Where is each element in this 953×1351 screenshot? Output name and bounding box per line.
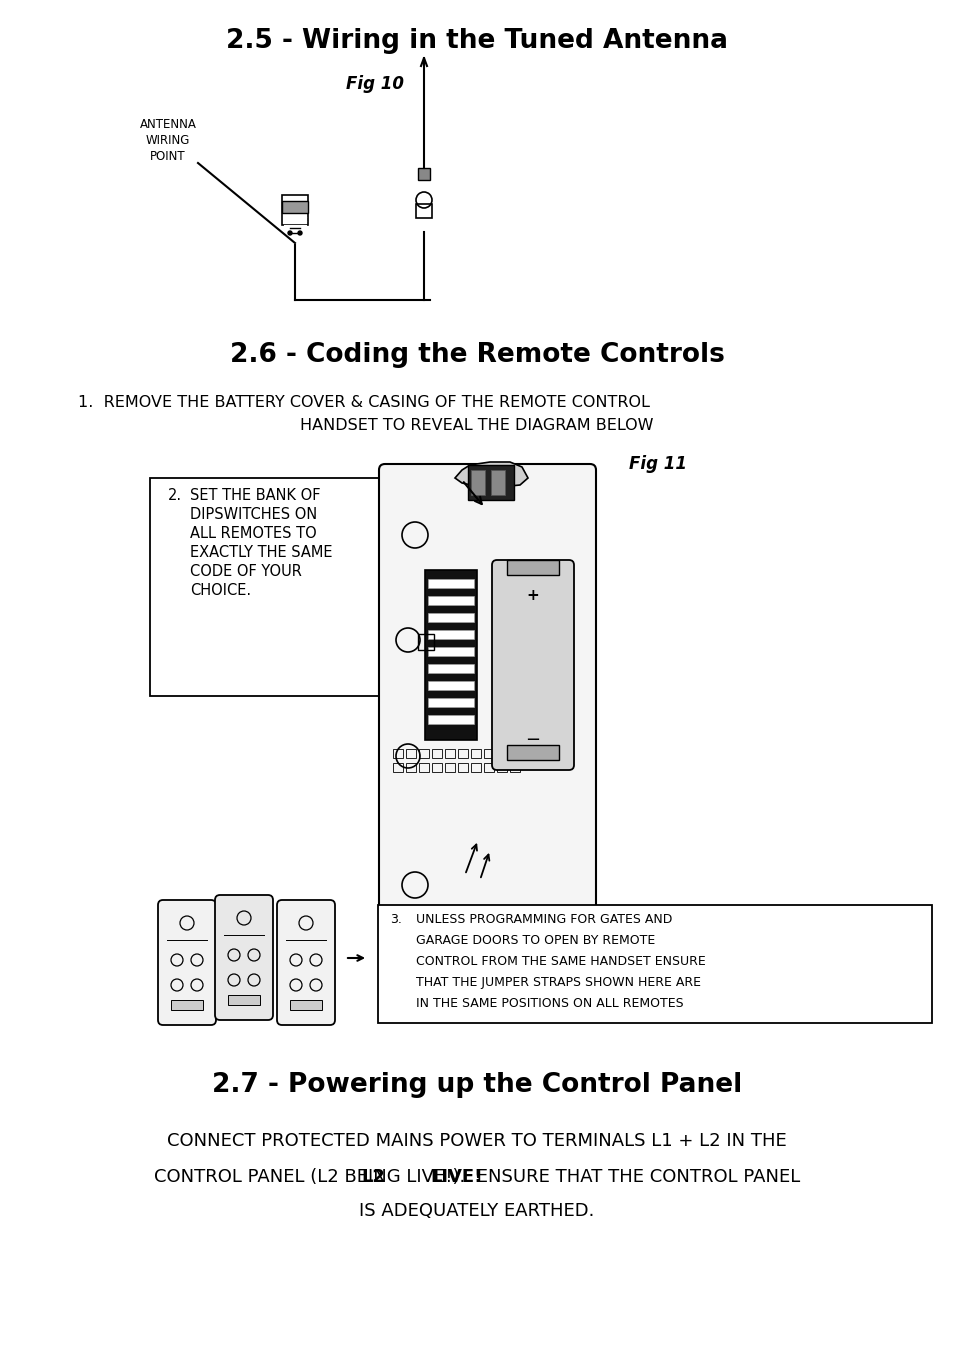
Bar	[510, 763, 519, 771]
Bar	[483, 763, 494, 771]
Bar	[506, 561, 558, 576]
Text: CODE OF YOUR: CODE OF YOUR	[190, 563, 301, 580]
Text: +: +	[526, 588, 538, 603]
Bar	[418, 763, 429, 771]
Bar	[290, 1000, 322, 1011]
Bar	[468, 465, 514, 500]
Text: UNLESS PROGRAMMING FOR GATES AND: UNLESS PROGRAMMING FOR GATES AND	[416, 913, 672, 925]
Text: L2: L2	[361, 1169, 385, 1186]
Bar	[506, 744, 558, 761]
Text: Fig 11: Fig 11	[628, 455, 686, 473]
Bar	[428, 663, 474, 673]
Bar	[228, 994, 260, 1005]
Text: 2.7 - Powering up the Control Panel: 2.7 - Powering up the Control Panel	[212, 1071, 741, 1098]
Bar	[428, 647, 474, 657]
Bar	[377, 905, 931, 1023]
Text: 2.5 - Wiring in the Tuned Antenna: 2.5 - Wiring in the Tuned Antenna	[226, 28, 727, 54]
Bar	[417, 634, 434, 650]
Text: IS ADEQUATELY EARTHED.: IS ADEQUATELY EARTHED.	[359, 1202, 594, 1220]
Bar	[432, 763, 441, 771]
FancyBboxPatch shape	[492, 561, 574, 770]
Bar	[428, 613, 474, 621]
Bar	[393, 763, 402, 771]
Bar	[483, 748, 494, 758]
Bar	[393, 748, 402, 758]
Bar	[457, 763, 468, 771]
Polygon shape	[455, 462, 527, 486]
Bar	[416, 204, 432, 218]
Text: ANTENNA: ANTENNA	[139, 118, 196, 131]
Bar	[428, 630, 474, 639]
Bar	[428, 715, 474, 724]
Bar	[424, 570, 476, 740]
Text: CONTROL FROM THE SAME HANDSET ENSURE: CONTROL FROM THE SAME HANDSET ENSURE	[416, 955, 705, 969]
Text: EXACTLY THE SAME: EXACTLY THE SAME	[190, 544, 333, 561]
Bar	[444, 748, 455, 758]
FancyBboxPatch shape	[158, 900, 215, 1025]
Text: POINT: POINT	[150, 150, 186, 163]
Bar	[510, 748, 519, 758]
Bar	[471, 748, 480, 758]
FancyBboxPatch shape	[276, 900, 335, 1025]
Text: HANDSET TO REVEAL THE DIAGRAM BELOW: HANDSET TO REVEAL THE DIAGRAM BELOW	[300, 417, 653, 434]
Bar	[457, 748, 468, 758]
Bar	[497, 763, 506, 771]
Bar	[428, 681, 474, 690]
Text: IN THE SAME POSITIONS ON ALL REMOTES: IN THE SAME POSITIONS ON ALL REMOTES	[416, 997, 683, 1011]
Text: 2.6 - Coding the Remote Controls: 2.6 - Coding the Remote Controls	[230, 342, 723, 367]
Text: 2.: 2.	[168, 488, 182, 503]
Text: CONNECT PROTECTED MAINS POWER TO TERMINALS L1 + L2 IN THE: CONNECT PROTECTED MAINS POWER TO TERMINA…	[167, 1132, 786, 1150]
Bar	[428, 580, 474, 588]
Text: ALL REMOTES TO: ALL REMOTES TO	[190, 526, 316, 540]
FancyBboxPatch shape	[378, 463, 596, 921]
Bar	[428, 596, 474, 605]
Bar	[497, 748, 506, 758]
Text: GARAGE DOORS TO OPEN BY REMOTE: GARAGE DOORS TO OPEN BY REMOTE	[416, 934, 655, 947]
Bar	[171, 1000, 203, 1011]
Text: DIPSWITCHES ON: DIPSWITCHES ON	[190, 507, 317, 521]
Bar	[491, 470, 504, 494]
Bar	[428, 698, 474, 707]
Bar	[471, 470, 484, 494]
Bar	[418, 748, 429, 758]
Bar	[444, 763, 455, 771]
Circle shape	[297, 231, 302, 235]
Bar	[282, 195, 308, 226]
Text: SET THE BANK OF: SET THE BANK OF	[190, 488, 320, 503]
Text: 1.  REMOVE THE BATTERY COVER & CASING OF THE REMOTE CONTROL: 1. REMOVE THE BATTERY COVER & CASING OF …	[78, 394, 649, 409]
Bar	[471, 763, 480, 771]
Text: Fig 10: Fig 10	[346, 76, 403, 93]
Bar	[432, 748, 441, 758]
Text: −: −	[525, 731, 540, 748]
Bar	[150, 478, 397, 696]
Bar	[417, 168, 430, 180]
Text: 3.: 3.	[390, 913, 401, 925]
Text: CHOICE.: CHOICE.	[190, 584, 251, 598]
FancyBboxPatch shape	[214, 894, 273, 1020]
Bar	[406, 763, 416, 771]
Text: THAT THE JUMPER STRAPS SHOWN HERE ARE: THAT THE JUMPER STRAPS SHOWN HERE ARE	[416, 975, 700, 989]
Circle shape	[288, 231, 292, 235]
Text: CONTROL PANEL (L2 BEING LIVE!).  ENSURE THAT THE CONTROL PANEL: CONTROL PANEL (L2 BEING LIVE!). ENSURE T…	[153, 1169, 800, 1186]
Bar	[282, 201, 308, 213]
Bar	[406, 748, 416, 758]
Text: WIRING: WIRING	[146, 134, 190, 147]
Text: LIVE!: LIVE!	[431, 1169, 482, 1186]
